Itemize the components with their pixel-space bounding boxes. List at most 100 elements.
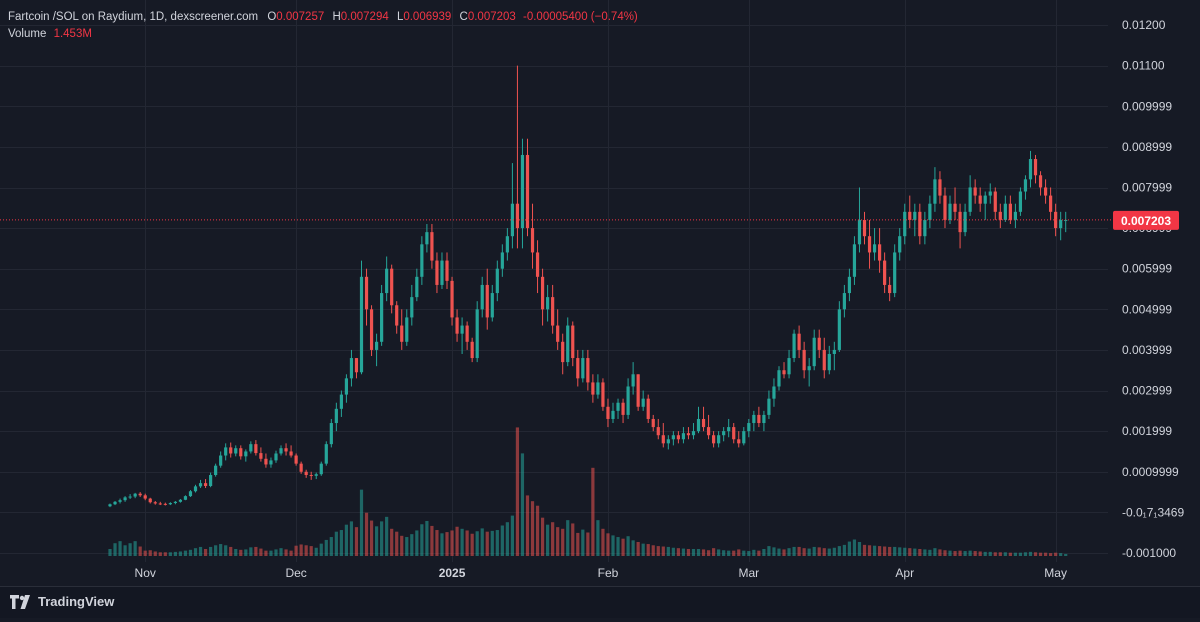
candle [862, 211, 867, 245]
candle-body [1064, 219, 1068, 221]
volume-bar [274, 549, 278, 556]
candle [515, 65, 520, 249]
candle-body [807, 366, 811, 371]
volume-bar [465, 530, 469, 556]
candle [1008, 195, 1012, 225]
legend-ohlc-row: Fartcoin /SOL on Raydium, 1D, dexscreene… [8, 9, 638, 26]
y-tick-label: -0.0₁7₁3469 [1122, 505, 1184, 519]
candle [883, 252, 887, 294]
volume-bar [1059, 553, 1063, 556]
candle [269, 457, 273, 468]
candle-body [621, 402, 625, 415]
candle-body [913, 211, 917, 220]
candle-body [596, 382, 600, 395]
candle [742, 427, 746, 446]
y-tick-label: 0.005999 [1122, 262, 1172, 276]
candle [626, 378, 630, 419]
volume-bar [279, 548, 283, 556]
volume-bar [1043, 552, 1048, 556]
volume-bar [676, 548, 680, 556]
volume-bar [219, 544, 223, 556]
candle-body [556, 325, 560, 342]
candle-body [294, 455, 298, 464]
volume-bar [772, 547, 776, 556]
candle-body [752, 414, 756, 424]
candle [1023, 175, 1028, 200]
candle [339, 390, 343, 417]
candle-body [852, 244, 857, 277]
volume-bar [515, 427, 520, 556]
candle [309, 471, 313, 480]
volume-bar [908, 548, 912, 556]
price-axis[interactable]: 0.01200 0.01100 0.009999 0.008999 0.007999 0.… [1122, 18, 1184, 560]
volume-bar [566, 520, 570, 556]
y-tick-label: 0.01200 [1122, 18, 1166, 32]
candle-body [530, 228, 535, 253]
candle-body [968, 187, 972, 212]
volume-bar [576, 532, 580, 556]
volume-bar [485, 531, 489, 556]
candle [289, 445, 293, 458]
candle-body [908, 211, 912, 220]
candle-body [304, 471, 308, 476]
candle [138, 492, 142, 497]
volume-bar [259, 548, 263, 556]
volume-bar [400, 535, 404, 556]
volume-bar [546, 524, 550, 556]
volume-label[interactable]: Volume [8, 28, 47, 40]
candle-body [435, 260, 439, 285]
candle [908, 195, 912, 229]
time-axis[interactable]: NovDec2025FebMarAprMayJun [135, 566, 1200, 580]
candle-body [299, 463, 303, 472]
candle-body [445, 260, 449, 281]
candle [505, 228, 509, 261]
candle [1033, 154, 1038, 184]
volume-bar [395, 531, 399, 556]
candle-body [364, 276, 369, 310]
candle-body [601, 382, 605, 407]
volume-bar [933, 548, 937, 556]
candle [133, 492, 137, 499]
candle-body [329, 423, 333, 445]
volume-bar [359, 489, 364, 556]
candle [274, 450, 278, 463]
candle [349, 349, 354, 387]
volume-bar [374, 526, 379, 556]
candle [380, 284, 384, 346]
symbol-title[interactable]: Fartcoin /SOL on Raydium, 1D, dexscreene… [8, 11, 259, 23]
candle [797, 325, 801, 359]
candle-body [1043, 187, 1048, 196]
candle [304, 469, 308, 478]
volume-bar [883, 546, 887, 556]
candle-body [113, 501, 117, 505]
candle-body [988, 191, 992, 196]
candle [973, 179, 977, 204]
candle [646, 394, 650, 424]
candle [435, 252, 439, 294]
candle-body [374, 341, 379, 350]
volume-bar [696, 548, 701, 556]
candle [701, 406, 706, 432]
tradingview-brand[interactable]: TradingView [10, 594, 114, 609]
volume-bar [742, 550, 746, 556]
candle-body [1054, 211, 1058, 229]
candle [1003, 195, 1007, 222]
candle [913, 203, 917, 237]
candle [395, 301, 399, 334]
volume-bar [978, 551, 982, 556]
candle-body [163, 503, 167, 505]
volume-bar [249, 547, 253, 556]
candle-body [168, 503, 172, 505]
volume-bar [872, 545, 877, 556]
candle-body [1028, 159, 1033, 180]
candle-body [686, 433, 691, 436]
candle [209, 472, 213, 488]
volume-bar [168, 552, 172, 556]
candle [631, 362, 635, 395]
candle-body [797, 333, 801, 350]
volume-bar [732, 550, 736, 556]
candle-body [792, 333, 796, 359]
volume-bar [556, 527, 560, 556]
